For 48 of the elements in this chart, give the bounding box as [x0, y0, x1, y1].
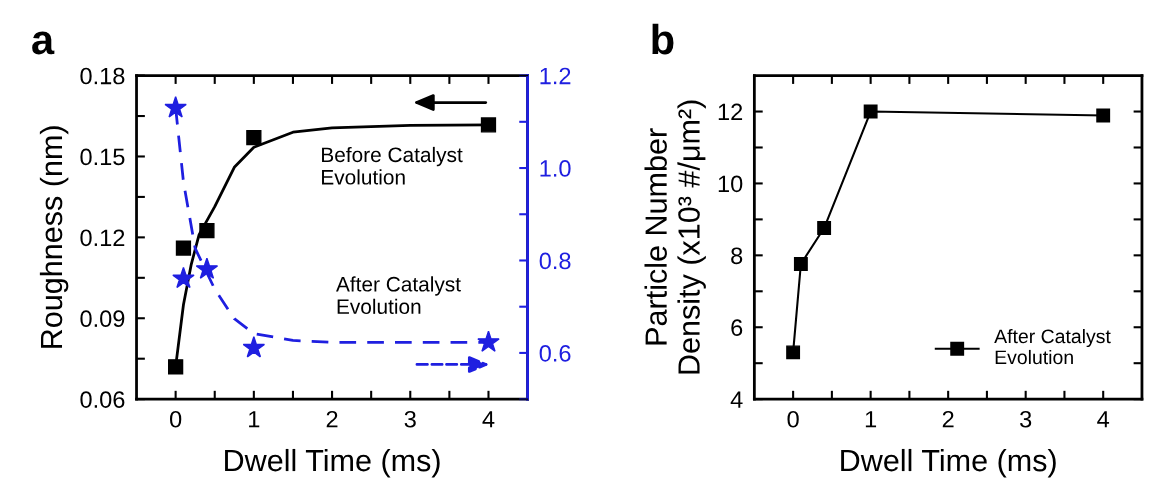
point: [199, 222, 215, 239]
chart-title: a: [32, 31, 55, 55]
point: [480, 117, 497, 133]
x-tick-label: 4: [1097, 411, 1110, 428]
x-tick-label: 4: [482, 411, 495, 428]
point: [167, 359, 184, 375]
x-tick-label: 3: [404, 410, 416, 428]
point: [863, 104, 878, 119]
point: [1096, 108, 1111, 123]
legend-label: After Catalyst Evolution: [994, 328, 1111, 365]
point: [477, 330, 500, 352]
point: [175, 240, 192, 256]
chart-title: b: [652, 23, 674, 55]
x-tick-label: 2: [326, 410, 338, 428]
y2-tick-label: 0.8: [539, 252, 571, 270]
x-tick-label: 1: [865, 411, 877, 428]
y-tick-label: 0.18: [80, 67, 125, 85]
point: [793, 257, 808, 271]
x-axis-title: Dwell Time (ms): [225, 448, 440, 478]
x-tick-label: 0: [787, 410, 799, 428]
point: [246, 129, 262, 146]
y-axis-title: Particle Number Density (x10³ #/μm²): [644, 100, 706, 374]
y2-tick-label: 1.0: [540, 160, 571, 177]
annotation: After Catalyst Evolution: [336, 276, 461, 315]
y2-tick-label: 0.6: [539, 345, 571, 362]
x-tick-label: 1: [249, 411, 260, 428]
y-tick-label: 0.09: [80, 310, 125, 328]
y-tick-label: 0.15: [80, 148, 125, 166]
point: [195, 257, 219, 279]
x-tick-label: 2: [942, 410, 954, 428]
y-tick-label: 0.06: [80, 391, 125, 408]
x-tick-label: 3: [1020, 410, 1032, 428]
y-tick-label: 6: [731, 319, 743, 337]
x-axis-title: Dwell Time (ms): [841, 448, 1056, 478]
point: [242, 336, 266, 358]
point: [172, 266, 195, 289]
point: [164, 96, 187, 118]
y-tick-label: 12: [718, 103, 743, 121]
point: [786, 345, 801, 360]
y-axis-title: Roughness (nm): [39, 126, 69, 348]
y-tick-label: 8: [731, 247, 743, 265]
annotation: Before Catalyst Evolution: [322, 146, 463, 185]
y-tick-label: 0.12: [80, 229, 125, 247]
y-tick-label: 10: [718, 175, 743, 193]
x-tick-label: 0: [169, 410, 182, 428]
y2-tick-label: 1.2: [540, 67, 571, 85]
point: [817, 221, 832, 235]
y-tick-label: 4: [730, 391, 743, 408]
